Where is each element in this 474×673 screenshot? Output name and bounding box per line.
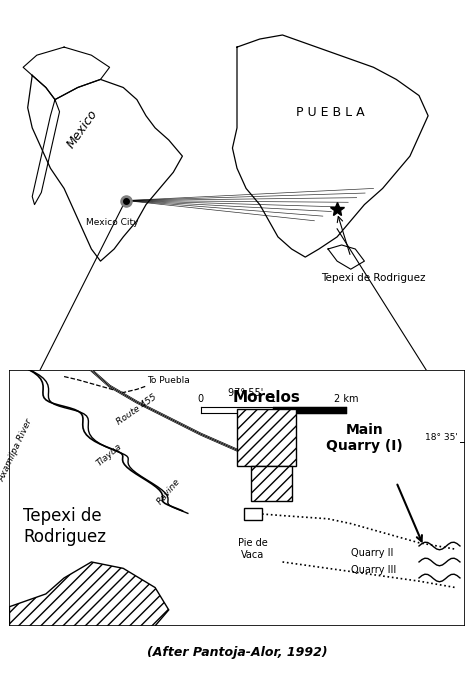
- Text: (After Pantoja-Alor, 1992): (After Pantoja-Alor, 1992): [146, 646, 328, 659]
- Text: Mexico: Mexico: [64, 108, 100, 151]
- Polygon shape: [9, 562, 169, 626]
- Text: Axamilpa River: Axamilpa River: [0, 417, 35, 483]
- Text: Tlayua: Tlayua: [95, 441, 124, 468]
- Polygon shape: [328, 245, 365, 269]
- Text: Pie de
Vaca: Pie de Vaca: [238, 538, 268, 559]
- Text: Ravine: Ravine: [155, 477, 182, 506]
- Text: Tepexi de Rodriguez: Tepexi de Rodriguez: [321, 273, 426, 283]
- Text: Quarry III: Quarry III: [351, 565, 396, 575]
- Text: To Puebla: To Puebla: [147, 376, 190, 385]
- Text: 1: 1: [270, 394, 276, 404]
- Polygon shape: [232, 35, 428, 257]
- Text: Tepexi de
Rodriguez: Tepexi de Rodriguez: [23, 507, 106, 546]
- Text: Route 455: Route 455: [115, 392, 159, 427]
- Text: 0: 0: [198, 394, 204, 404]
- Polygon shape: [32, 100, 60, 205]
- Text: Mexico City: Mexico City: [86, 218, 138, 227]
- Text: P U E B L A: P U E B L A: [296, 106, 365, 118]
- Polygon shape: [27, 75, 182, 261]
- Text: 97° 55': 97° 55': [228, 388, 264, 398]
- Bar: [244, 507, 262, 520]
- Text: 18° 35': 18° 35': [425, 433, 458, 442]
- Bar: [251, 466, 292, 501]
- Text: 2 km: 2 km: [334, 394, 358, 404]
- Text: Morelos: Morelos: [233, 390, 301, 405]
- Bar: [237, 409, 296, 466]
- Text: Main
Quarry (I): Main Quarry (I): [326, 423, 403, 453]
- Text: Quarry II: Quarry II: [351, 548, 393, 557]
